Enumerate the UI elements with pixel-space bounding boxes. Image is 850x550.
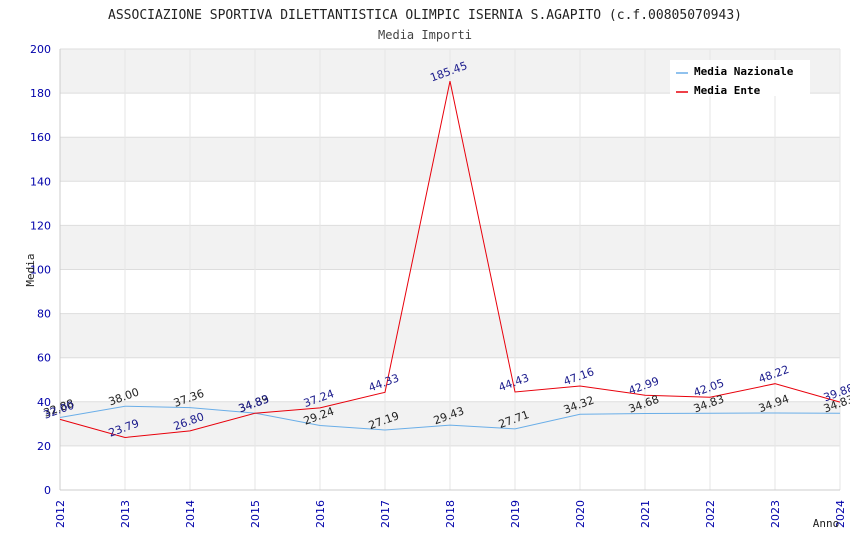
y-tick-label: 0 [44, 484, 51, 497]
x-tick-label: 2018 [444, 500, 457, 528]
y-axis-label: Media [24, 253, 37, 286]
x-tick-label: 2012 [54, 500, 67, 528]
y-tick-label: 100 [30, 264, 51, 277]
y-tick-label: 200 [30, 43, 51, 56]
legend-label-ente: Media Ente [694, 84, 761, 97]
series-group [59, 80, 841, 439]
legend: Media Nazionale Media Ente [670, 60, 810, 97]
x-tick-label: 2017 [379, 500, 392, 528]
y-tick-label: 140 [30, 175, 51, 188]
y-tick-label: 80 [37, 308, 51, 321]
series-line-ente [59, 80, 841, 439]
y-axis-ticks: 0 20 40 60 80 100 120 140 160 180 200 [30, 43, 51, 497]
chart-subtitle: Media Importi [378, 28, 472, 42]
x-tick-label: 2020 [574, 500, 587, 528]
y-tick-label: 120 [30, 219, 51, 232]
y-tick-label: 160 [30, 131, 51, 144]
legend-label-nazionale: Media Nazionale [694, 65, 794, 78]
y-tick-label: 20 [37, 440, 51, 453]
series-line-nazionale [59, 405, 841, 431]
y-tick-label: 180 [30, 87, 51, 100]
x-tick-label: 2024 [834, 500, 847, 528]
y-tick-label: 40 [37, 396, 51, 409]
chart-title: ASSOCIAZIONE SPORTIVA DILETTANTISTICA OL… [108, 8, 742, 23]
x-tick-label: 2019 [509, 500, 522, 528]
x-tick-label: 2014 [184, 500, 197, 528]
x-tick-label: 2023 [769, 500, 782, 528]
legend-box [670, 60, 810, 96]
x-axis-ticks: 2012 2013 2014 2015 2016 2017 2018 2019 2020 2021… [54, 49, 847, 528]
x-tick-label: 2021 [639, 500, 652, 528]
x-tick-label: 2016 [314, 500, 327, 528]
x-tick-label: 2022 [704, 500, 717, 528]
x-axis-label: Anno [813, 517, 840, 530]
y-tick-label: 60 [37, 352, 51, 365]
x-tick-label: 2013 [119, 500, 132, 528]
x-tick-label: 2015 [249, 500, 262, 528]
